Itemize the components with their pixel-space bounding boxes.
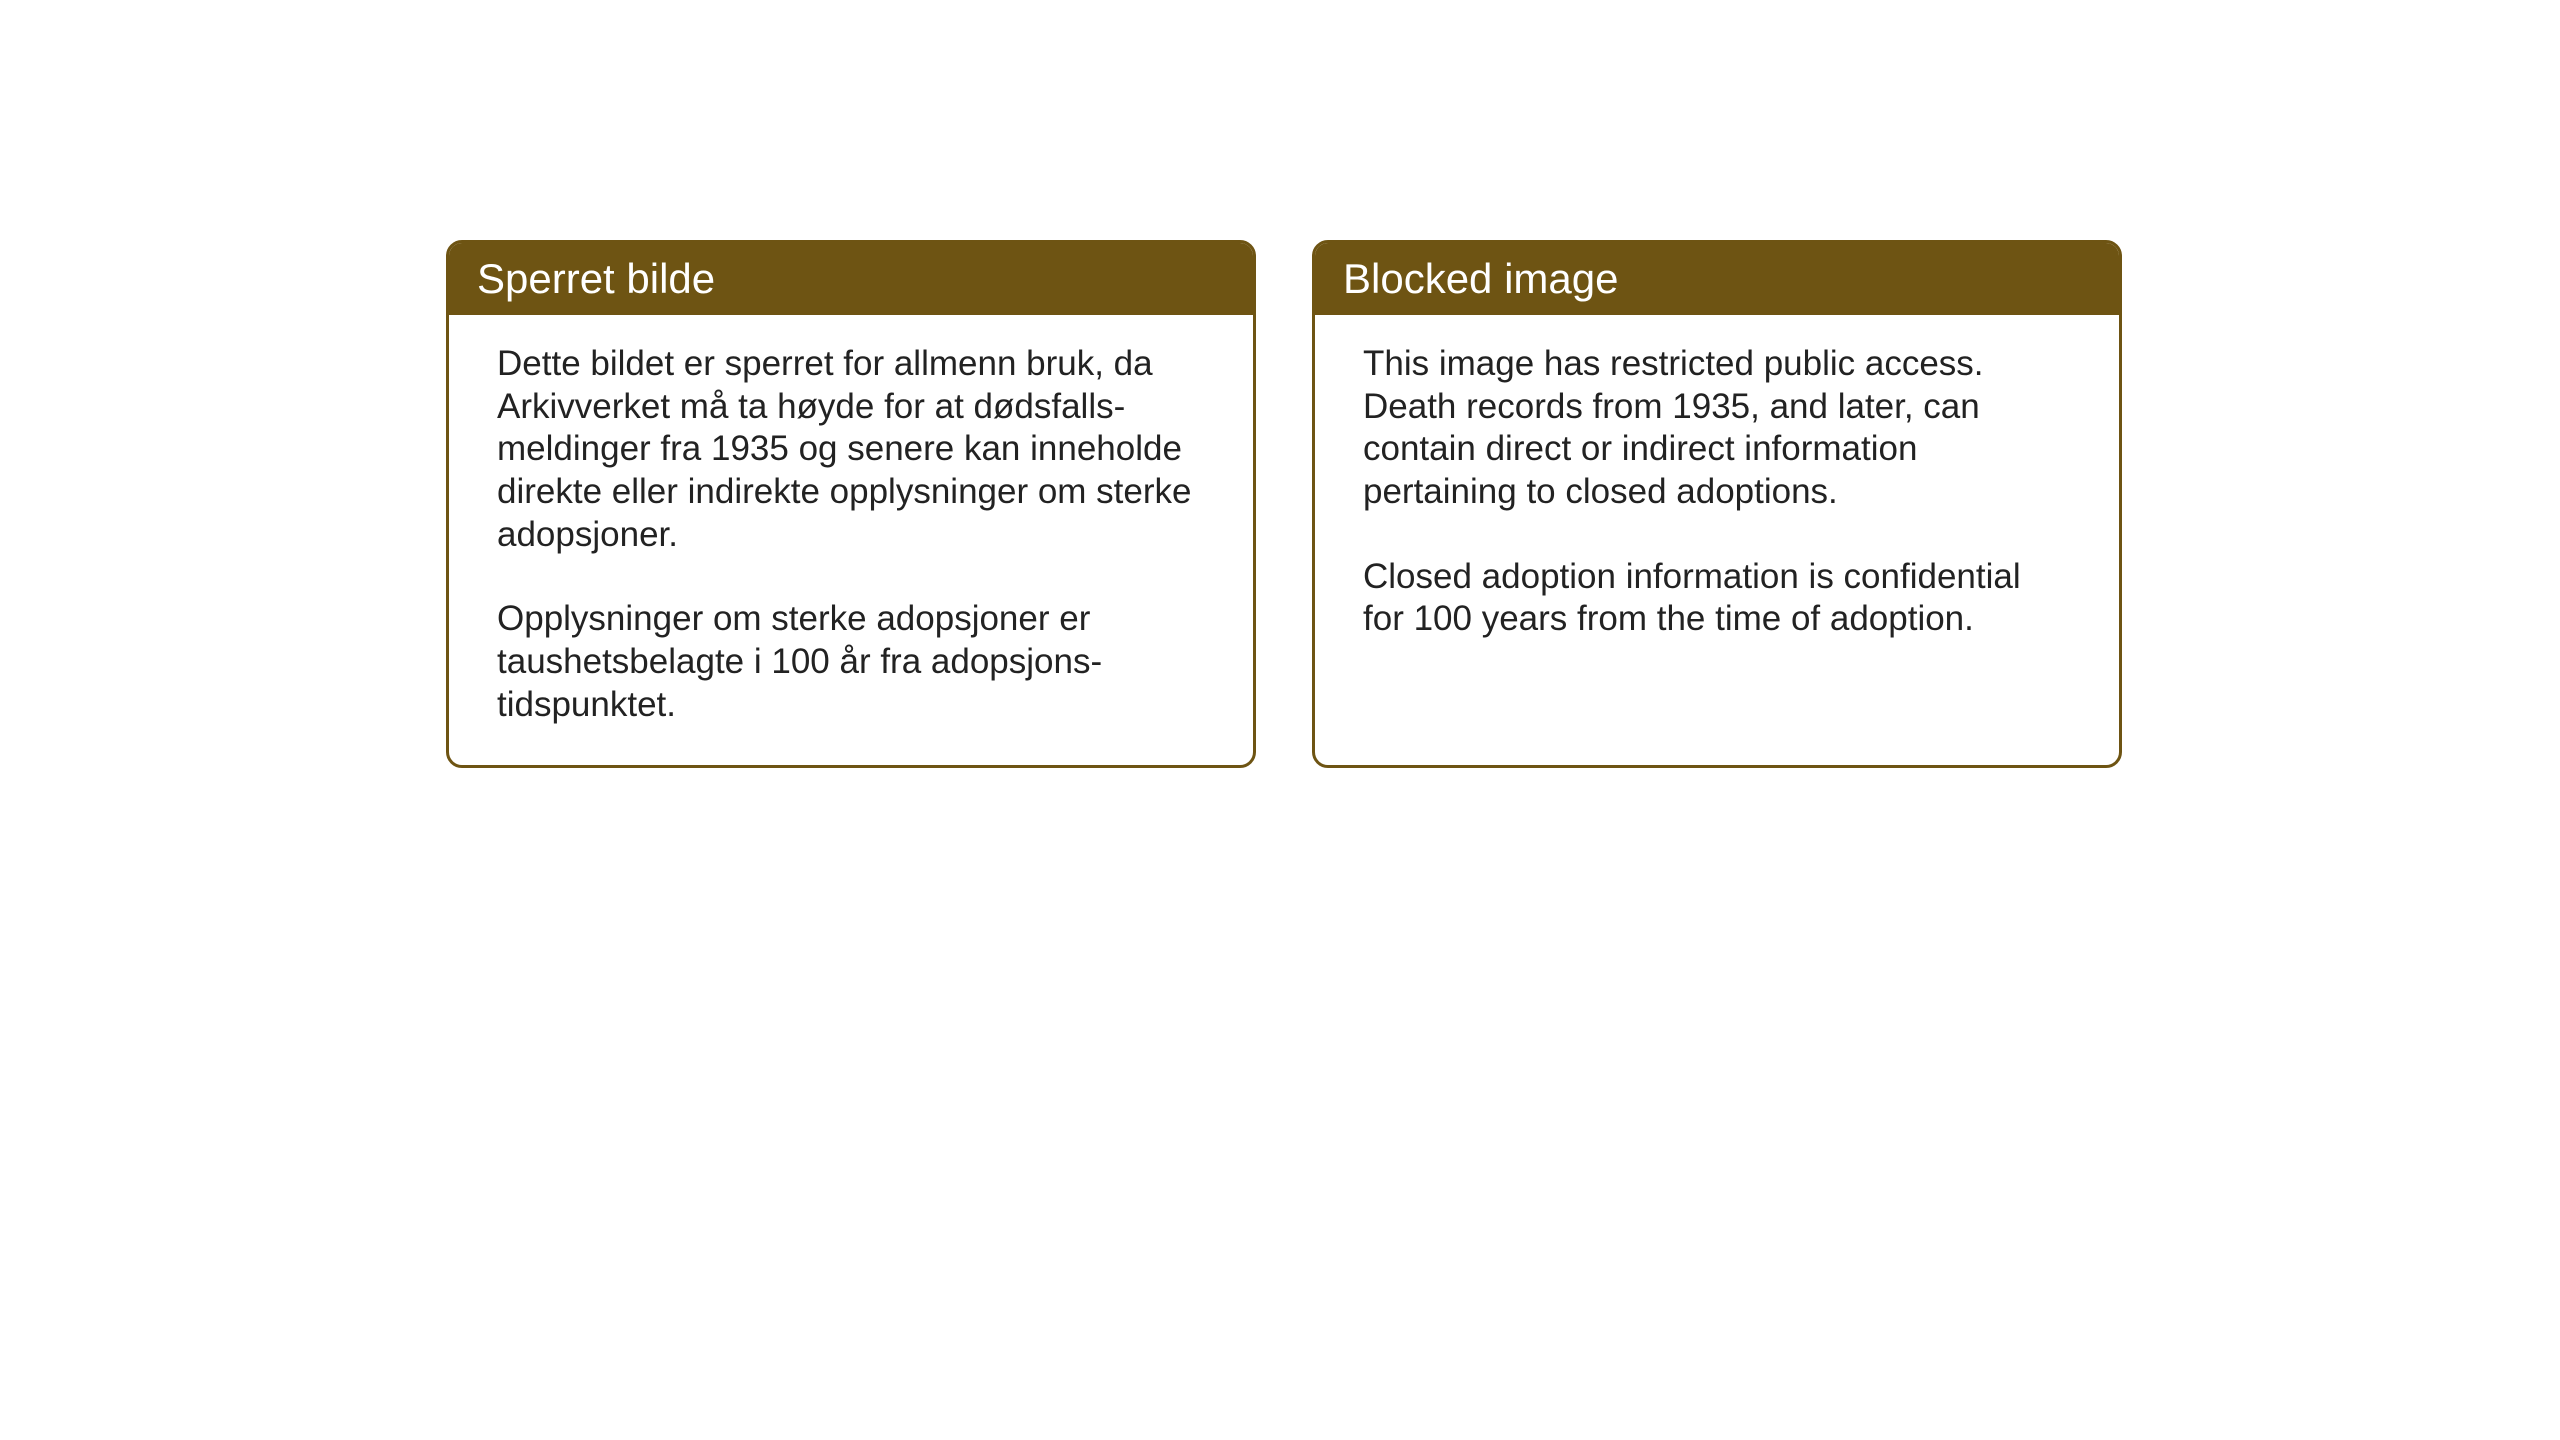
- norwegian-paragraph-2: Opplysninger om sterke adopsjoner er tau…: [497, 598, 1205, 726]
- english-card-body: This image has restricted public access.…: [1315, 315, 2119, 679]
- notice-container: Sperret bilde Dette bildet er sperret fo…: [446, 240, 2122, 768]
- english-card-title: Blocked image: [1315, 243, 2119, 315]
- norwegian-card-title: Sperret bilde: [449, 243, 1253, 315]
- norwegian-card-body: Dette bildet er sperret for allmenn bruk…: [449, 315, 1253, 765]
- english-paragraph-1: This image has restricted public access.…: [1363, 343, 2071, 514]
- english-notice-card: Blocked image This image has restricted …: [1312, 240, 2122, 768]
- english-paragraph-2: Closed adoption information is confident…: [1363, 556, 2071, 641]
- norwegian-notice-card: Sperret bilde Dette bildet er sperret fo…: [446, 240, 1256, 768]
- norwegian-paragraph-1: Dette bildet er sperret for allmenn bruk…: [497, 343, 1205, 556]
